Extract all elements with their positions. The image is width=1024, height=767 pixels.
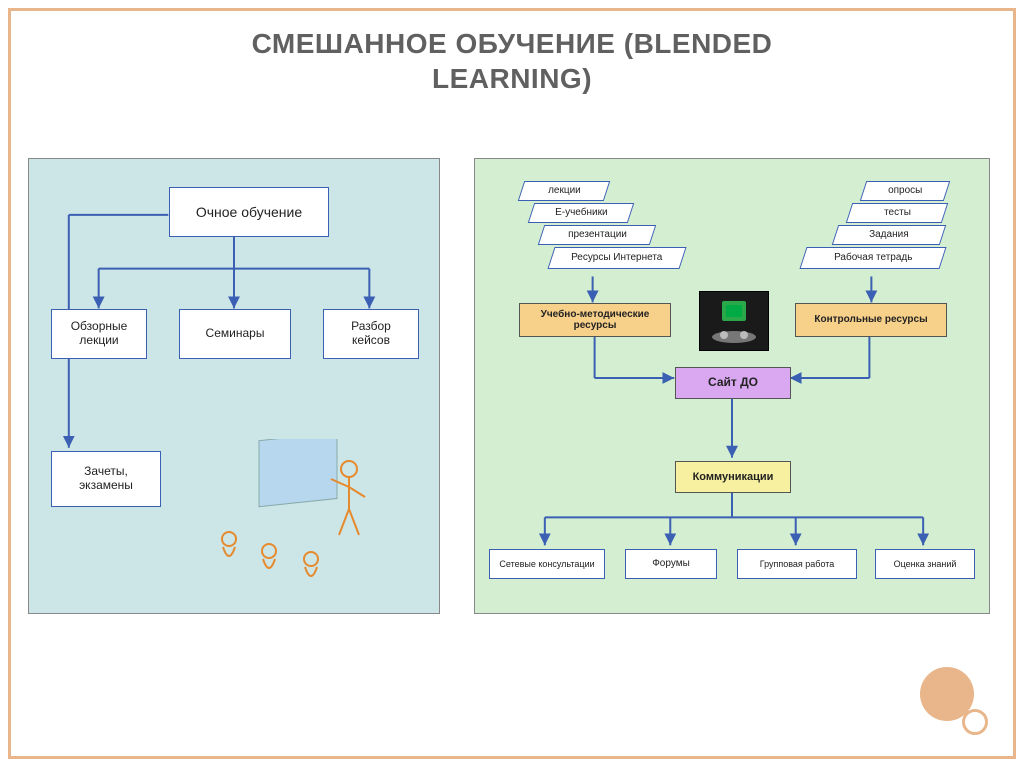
left-row2-0: Обзорные лекции <box>51 309 147 359</box>
right-comm-box: Коммуникации <box>675 461 791 493</box>
central-image <box>699 291 769 351</box>
right-bottom-1: Форумы <box>625 549 717 579</box>
left-row3-box: Зачеты, экзамены <box>51 451 161 507</box>
right-bottom-3: Оценка знаний <box>875 549 975 579</box>
right-panel: лекции Е-учебники презентации Ресурсы Ин… <box>474 158 990 614</box>
right-leftstack-0: лекции <box>518 181 610 201</box>
slide-title: СМЕШАННОЕ ОБУЧЕНИЕ (BLENDED LEARNING) <box>0 26 1024 96</box>
right-leftstack-3: Ресурсы Интернета <box>547 247 686 269</box>
classroom-illustration <box>199 439 399 589</box>
right-rightstack-3: Рабочая тетрадь <box>799 247 946 269</box>
right-rightstack-1: тесты <box>846 203 948 223</box>
right-leftstack-2: презентации <box>538 225 656 245</box>
right-site-box: Сайт ДО <box>675 367 791 399</box>
left-row2-2: Разбор кейсов <box>323 309 419 359</box>
decorative-circles <box>912 659 982 729</box>
right-middle-right: Контрольные ресурсы <box>795 303 947 337</box>
right-rightstack-0: опросы <box>860 181 950 201</box>
right-bottom-0: Сетевые консультации <box>489 549 605 579</box>
left-panel: Очное обучение Обзорные лекции Семинары … <box>28 158 440 614</box>
right-bottom-2: Групповая работа <box>737 549 857 579</box>
left-root-box: Очное обучение <box>169 187 329 237</box>
left-row2-1: Семинары <box>179 309 291 359</box>
right-middle-left: Учебно-методические ресурсы <box>519 303 671 337</box>
right-rightstack-2: Задания <box>832 225 946 245</box>
right-leftstack-1: Е-учебники <box>528 203 634 223</box>
